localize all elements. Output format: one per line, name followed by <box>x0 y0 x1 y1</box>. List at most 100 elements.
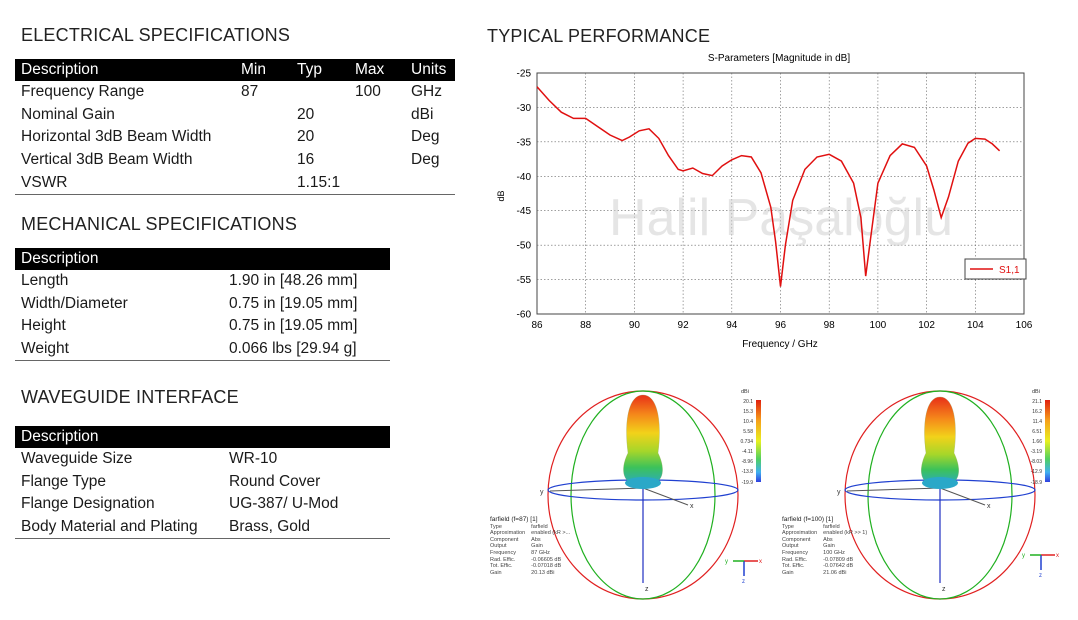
prop-val: 20.13 dBi <box>531 569 555 576</box>
lobe-base <box>625 477 661 489</box>
farfield-label: farfield (f=87) [1] <box>490 516 538 523</box>
prop-row: Type farfield <box>782 524 873 531</box>
cell: Weight <box>15 337 223 362</box>
x-tick-label: 98 <box>824 320 836 331</box>
x-axis-line <box>939 487 986 506</box>
colorbar-ticks: 21.1 16.2 11.4 6.51 1.66 -3.19 -8.03 -12… <box>1031 399 1043 486</box>
electrical-table: Description Min Typ Max Units Frequency … <box>15 59 455 195</box>
y-axis-label: dB <box>496 190 506 201</box>
table-row: Flange Type Round Cover <box>15 471 390 494</box>
cell: Body Material and Plating <box>15 515 223 540</box>
main-lobe <box>921 396 959 486</box>
cell: 0.75 in [19.05 mm] <box>229 294 358 312</box>
prop-val: farfield <box>823 523 840 530</box>
prop-key: Approximation <box>782 530 818 537</box>
cell: WR-10 <box>229 450 278 468</box>
cell: 87 <box>241 83 259 101</box>
legend-label: S1,1 <box>999 265 1020 276</box>
cell: Round Cover <box>229 472 321 490</box>
col-units: Units <box>405 59 455 81</box>
prop-key: Gain <box>490 569 502 576</box>
prop-row: Rad. Effic. -0.07809 dB <box>782 557 873 564</box>
triad-z: z <box>1039 573 1042 579</box>
prop-key: Output <box>782 543 799 550</box>
x-axis-label: Frequency / GHz <box>742 339 818 350</box>
x-tick-label: 106 <box>1016 320 1033 331</box>
legend: S1,1 <box>964 258 1027 280</box>
x-tick-label: 90 <box>629 320 641 331</box>
prop-key: Tot. Effic. <box>782 563 805 570</box>
prop-row: Gain 21.06 dBi <box>782 570 873 577</box>
table-row: Horizontal 3dB Beam Width 20 Deg <box>15 126 455 149</box>
cell: Horizontal 3dB Beam Width <box>21 128 212 146</box>
main-lobe <box>623 394 663 486</box>
green-meridian <box>867 390 1013 600</box>
cell: Flange Type <box>21 472 107 490</box>
y-tick-label: -45 <box>517 206 532 217</box>
cell: Frequency Range <box>21 83 145 101</box>
prop-row: Rad. Effic. -0.06605 dB <box>490 557 576 564</box>
cell <box>349 104 405 127</box>
scale-label: 11.4 <box>1033 419 1043 425</box>
prop-row: Component Abs <box>490 537 576 544</box>
cell: dBi <box>411 105 434 123</box>
watermark: Halil Paşaloğlu <box>609 189 953 247</box>
scale-label: -4.11 <box>742 449 753 455</box>
cell: 0.75 in [19.05 mm] <box>229 317 358 335</box>
cell: Waveguide Size <box>21 450 133 468</box>
table-row: Length 1.90 in [48.26 mm] <box>15 270 390 293</box>
colorbar-unit: dBi <box>1032 389 1040 395</box>
prop-key: Approximation <box>490 530 526 537</box>
cell: Nominal Gain <box>21 105 115 123</box>
scale-label: 5.58 <box>743 429 753 435</box>
prop-val: Abs <box>531 536 541 543</box>
cell: GHz <box>411 83 442 101</box>
prop-key: Component <box>490 536 519 543</box>
scale-label: -18.9 <box>1031 480 1043 486</box>
chart-title: S-Parameters [Magnitude in dB] <box>708 53 851 64</box>
series-line-s11 <box>536 86 1001 287</box>
axis-label-y: y <box>540 489 544 496</box>
prop-val: Gain <box>823 543 835 550</box>
table-row: Body Material and Plating Brass, Gold <box>15 515 390 540</box>
mechanical-header-row: Description <box>15 248 390 270</box>
cell: Height <box>21 317 66 335</box>
y-tick-label: -25 <box>517 69 532 80</box>
table-row: Waveguide Size WR-10 <box>15 448 390 471</box>
farfield-props: Type farfield Approximation enabled (kR >.… <box>490 524 576 577</box>
prop-key: Gain <box>782 569 794 576</box>
prop-val: enabled (kR >... <box>531 530 571 537</box>
farfield-pattern-left: y x z dBi 20.1 15.3 10.4 5.58 0.734 -4.1… <box>540 389 762 600</box>
scale-label: -19.9 <box>742 480 754 486</box>
colorbar <box>756 400 761 482</box>
cell: 1.15:1 <box>291 171 349 195</box>
x-tick-label: 104 <box>967 320 984 331</box>
prop-val: -0.07809 dB <box>823 556 854 563</box>
cell: Brass, Gold <box>223 515 390 540</box>
cell: Vertical 3dB Beam Width <box>21 151 193 169</box>
prop-row: Tot. Effic. -0.07018 dB <box>490 563 576 570</box>
mechanical-table: Description Length 1.90 in [48.26 mm] Wi… <box>15 248 390 362</box>
prop-key: Rad. Effic. <box>782 556 808 563</box>
electrical-header-row: Description Min Typ Max Units <box>15 59 455 81</box>
prop-val: -0.07642 dB <box>823 563 854 570</box>
prop-key: Type <box>490 523 502 530</box>
prop-val: farfield <box>531 523 548 530</box>
prop-row: Frequency 100 GHz <box>782 550 873 557</box>
cell: UG-387/ U-Mod <box>229 495 339 513</box>
prop-row: Type farfield <box>490 524 576 531</box>
y-tick-label: -50 <box>517 241 532 252</box>
table-row: Vertical 3dB Beam Width 16 Deg <box>15 149 455 172</box>
prop-row: Frequency 87 GHz <box>490 550 576 557</box>
cell <box>235 149 291 172</box>
x-tick-labels: 86 88 90 92 94 96 98 100 102 104 106 <box>531 320 1032 331</box>
col-description: Description <box>15 426 390 448</box>
lobe-base <box>922 477 958 489</box>
scale-label: -13.8 <box>742 469 754 475</box>
prop-row: Approximation enabled (kR >> 1) <box>782 530 873 537</box>
colorbar <box>1045 400 1050 482</box>
cell: VSWR <box>15 171 235 195</box>
x-axis-line <box>642 487 689 506</box>
axis-label-y: y <box>837 489 841 496</box>
cell <box>235 104 291 127</box>
